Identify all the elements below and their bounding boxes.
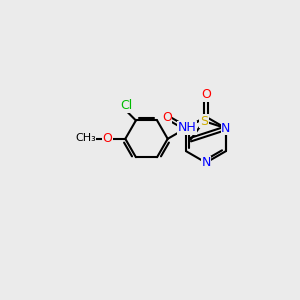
Text: N: N bbox=[221, 122, 230, 135]
Text: NH: NH bbox=[177, 121, 196, 134]
Text: N: N bbox=[201, 156, 211, 169]
Text: O: O bbox=[201, 88, 211, 101]
Text: O: O bbox=[103, 132, 112, 145]
Text: O: O bbox=[162, 111, 172, 124]
Text: S: S bbox=[200, 115, 208, 128]
Text: CH₃: CH₃ bbox=[75, 133, 96, 143]
Text: Cl: Cl bbox=[121, 99, 133, 112]
